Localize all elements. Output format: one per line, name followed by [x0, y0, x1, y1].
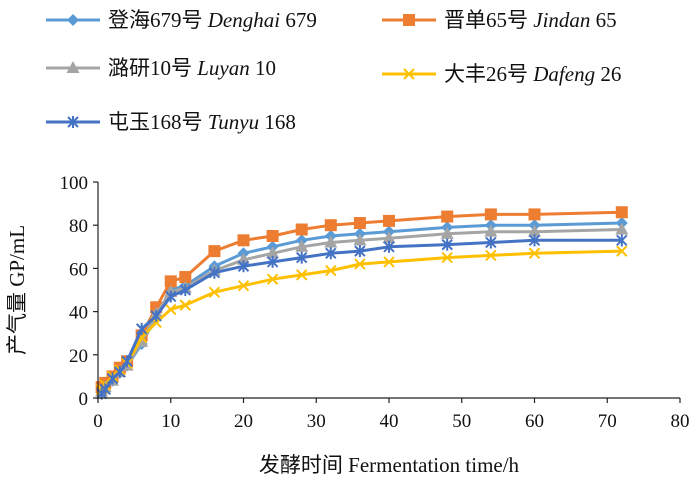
x-tick-label: 60 — [525, 411, 544, 432]
data-point — [179, 284, 192, 296]
data-point — [179, 271, 192, 284]
x-tick-label: 70 — [598, 411, 617, 432]
data-point — [616, 234, 628, 247]
data-point — [266, 230, 279, 242]
y-axis-ticks: 0 20 40 60 80 100 — [60, 173, 98, 410]
data-point — [484, 224, 498, 237]
legend-label: 登海679号 Denghai 679 — [108, 8, 317, 32]
legend-marker — [403, 14, 415, 26]
plot-area: 0 10 20 30 40 50 60 70 80 0 20 40 60 80 100 — [60, 173, 690, 432]
x-tick-label: 50 — [452, 411, 471, 432]
data-point — [208, 245, 221, 258]
legend-label: 屯玉168号 Tunyu 168 — [108, 110, 296, 134]
series-dafeng-26 — [95, 245, 628, 396]
data-point — [354, 258, 366, 270]
legend-item: 屯玉168号 Tunyu 168 — [46, 110, 296, 134]
legend-label: 大丰26号 Dafeng 26 — [444, 62, 621, 86]
data-point — [528, 208, 541, 221]
data-point — [324, 235, 338, 248]
y-axis-title: 产气量 GP/mL — [5, 225, 29, 355]
data-point — [165, 290, 177, 303]
data-point — [295, 223, 308, 236]
data-point — [528, 224, 541, 237]
data-point — [237, 279, 250, 292]
data-point — [266, 273, 279, 285]
x-tick-label: 30 — [307, 411, 326, 432]
data-point — [354, 245, 366, 258]
data-point — [484, 208, 497, 221]
data-point — [528, 234, 541, 247]
data-point — [615, 206, 628, 219]
x-tick-label: 40 — [380, 411, 399, 432]
data-point — [295, 239, 309, 252]
data-point — [165, 303, 177, 316]
x-tick-label: 20 — [234, 411, 253, 432]
data-point — [441, 238, 453, 251]
data-point — [295, 251, 308, 264]
data-point — [266, 246, 280, 259]
legend-item: 登海679号 Denghai 679 — [46, 8, 317, 32]
data-point — [135, 322, 148, 335]
data-point — [150, 309, 162, 322]
data-point — [485, 236, 497, 249]
data-point — [440, 226, 454, 239]
data-point — [121, 355, 133, 368]
legend-item: 晋单65号 Jindan 65 — [382, 8, 617, 32]
data-point — [237, 260, 250, 273]
series-layer — [95, 206, 629, 400]
data-point — [99, 383, 111, 396]
data-point — [383, 256, 395, 268]
x-tick-label: 0 — [93, 411, 103, 432]
legend-marker — [67, 116, 79, 128]
legend-label: 潞研10号 Luyan 10 — [108, 56, 276, 80]
data-point — [616, 245, 628, 257]
data-point — [208, 266, 221, 279]
legend-item: 潞研10号 Luyan 10 — [46, 56, 276, 80]
x-tick-label: 80 — [671, 411, 690, 432]
y-tick-label: 100 — [60, 173, 89, 194]
y-tick-label: 0 — [79, 389, 89, 410]
data-point — [382, 231, 396, 244]
data-point — [208, 286, 221, 298]
data-point — [325, 264, 337, 277]
data-point — [353, 217, 366, 230]
data-point — [441, 210, 454, 223]
legend-marker — [403, 68, 415, 80]
x-axis-ticks: 0 10 20 30 40 50 60 70 80 — [93, 398, 690, 432]
x-axis-title: 发酵时间 Fermentation time/h — [259, 453, 520, 477]
data-point — [164, 275, 177, 288]
legend: 登海679号 Denghai 679 晋单65号 Jindan 65 潞研10号 L… — [46, 8, 621, 134]
data-point — [179, 299, 192, 311]
series-tunyu-168 — [95, 234, 628, 400]
y-tick-label: 80 — [69, 216, 88, 237]
data-point — [383, 214, 395, 227]
data-point — [324, 219, 337, 232]
legend-label: 晋单65号 Jindan 65 — [444, 8, 617, 32]
data-point — [383, 240, 395, 253]
data-point — [295, 269, 308, 281]
data-point — [485, 249, 497, 262]
data-point — [353, 233, 367, 246]
legend-marker — [66, 61, 80, 73]
legend-marker — [67, 14, 79, 26]
y-tick-label: 20 — [69, 346, 88, 367]
data-point — [266, 255, 279, 268]
data-point — [441, 251, 453, 264]
data-point — [114, 366, 126, 379]
data-point — [528, 247, 541, 259]
data-point — [237, 234, 250, 247]
data-point — [615, 222, 629, 235]
legend-item: 大丰26号 Dafeng 26 — [382, 62, 621, 86]
x-tick-label: 10 — [161, 411, 180, 432]
data-point — [325, 247, 337, 260]
y-tick-label: 60 — [69, 259, 88, 280]
y-tick-label: 40 — [69, 303, 88, 324]
